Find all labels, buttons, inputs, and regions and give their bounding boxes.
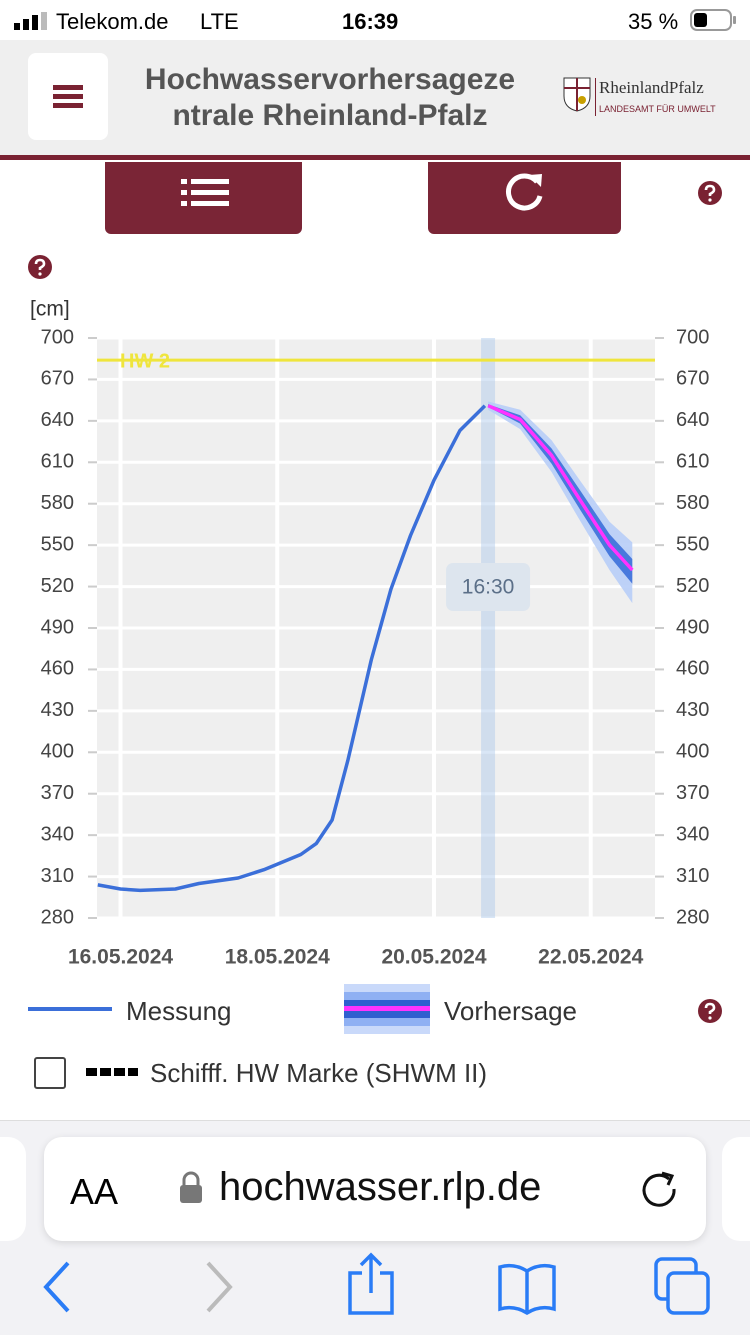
checkbox[interactable] [34,1057,66,1089]
menu-button[interactable] [28,53,108,140]
y2-tick-label: 670 [676,368,709,390]
y2-tick-label: 550 [676,533,709,555]
tabs-button[interactable] [654,1257,710,1315]
x-tick-label: 18.05.2024 [225,946,330,969]
threshold-label: HW 2 [120,350,170,372]
toolbar [43,1252,710,1316]
y-tick-label: 640 [41,409,74,431]
x-tick-label: 22.05.2024 [538,946,643,969]
y2-tick-label: 430 [676,699,709,721]
site-title: Hochwasservorhersageze ntrale Rheinland-… [110,62,550,134]
legend-label[interactable]: Messung [126,996,232,1026]
text-size-button[interactable]: AA [70,1171,119,1212]
y-tick-label: 340 [41,823,74,845]
y-tick-label: 280 [41,906,74,928]
address-bar[interactable]: AA hochwasser.rlp.de [44,1137,706,1241]
title-line: Hochwasservorhersageze [144,63,516,96]
coat-of-arms [563,77,591,112]
battery-text: 35 % [628,9,679,34]
y2-tick-label: 610 [676,451,709,473]
y-tick-label: 430 [41,699,74,721]
legend-swatch [344,984,430,1034]
now-label-box [446,563,531,611]
chart: [cm] 280 280 310 310 340 340 370 370 400 400 430 43… [30,298,709,969]
y-axis-label: [cm] [30,298,70,321]
y-tick-label: 490 [41,616,74,638]
now-label: 16:30 [462,576,515,599]
y2-tick-label: 310 [676,865,709,887]
legend: Messung Vorhersage [28,984,728,1034]
dash-swatch [86,1068,138,1076]
url[interactable]: hochwasser.rlp.de [219,1165,542,1209]
y-tick-label: 460 [41,658,74,680]
y-tick-label: 370 [41,782,74,804]
bookmarks-button[interactable] [498,1263,556,1316]
lock-icon [180,1171,202,1203]
menu-icon [53,85,83,108]
header: Hochwasservorhersageze ntrale Rheinland-… [0,40,750,160]
now-marker [481,338,496,918]
list-icon [181,179,229,206]
series-line [487,404,634,572]
help-icon[interactable] [697,998,723,1024]
y2-tick-label: 580 [676,492,709,514]
help-icon[interactable] [697,180,723,206]
title-line: ntrale Rheinland-Pfalz [172,99,488,132]
y2-tick-label: 490 [676,616,709,638]
y-tick-label: 520 [41,575,74,597]
refresh-icon [506,173,543,211]
refresh-button[interactable] [428,162,621,234]
y-tick-label: 550 [41,533,74,555]
y-tick-label: 670 [41,368,74,390]
y2-tick-label: 340 [676,823,709,845]
back-button[interactable] [43,1261,70,1313]
clock: 16:39 [342,9,399,34]
legend-swatch [28,1007,112,1011]
carrier: Telekom.de [56,9,169,34]
legend-label[interactable]: Vorhersage [444,996,577,1026]
logo-divider [595,78,596,116]
status-bar: Telekom.de LTE 16:39 35 % [0,0,750,40]
reload-icon[interactable] [638,1167,682,1211]
series-line [97,404,487,893]
list-button[interactable] [105,162,302,234]
network: LTE [200,9,239,34]
forecast-band [488,404,633,584]
y-tick-label: 310 [41,865,74,887]
option-label[interactable]: Schifff. HW Marke (SHWM II) [150,1058,488,1088]
y2-tick-label: 640 [676,409,709,431]
y2-tick-label: 370 [676,782,709,804]
y-tick-label: 400 [41,741,74,763]
y2-tick-label: 460 [676,658,709,680]
logo-subtitle: LANDESAMT FÜR UMWELT [599,104,716,114]
help-icon[interactable] [27,254,53,280]
logo-name: RheinlandPfalz [599,78,704,97]
browser-bar: AA hochwasser.rlp.de [0,1120,750,1335]
x-tick-label: 20.05.2024 [381,946,486,969]
y-tick-label: 700 [41,326,74,348]
y2-tick-label: 280 [676,906,709,928]
x-tick-label: 16.05.2024 [68,946,173,969]
y-tick-label: 610 [41,451,74,473]
forward-button[interactable] [206,1261,233,1313]
y2-tick-label: 400 [676,741,709,763]
signal-icon [14,12,47,30]
y-tick-label: 580 [41,492,74,514]
y2-tick-label: 520 [676,575,709,597]
battery-icon [690,9,736,31]
share-button[interactable] [348,1252,394,1315]
tab-preview [0,1137,26,1241]
y2-tick-label: 700 [676,326,709,348]
tab-preview [722,1137,750,1241]
